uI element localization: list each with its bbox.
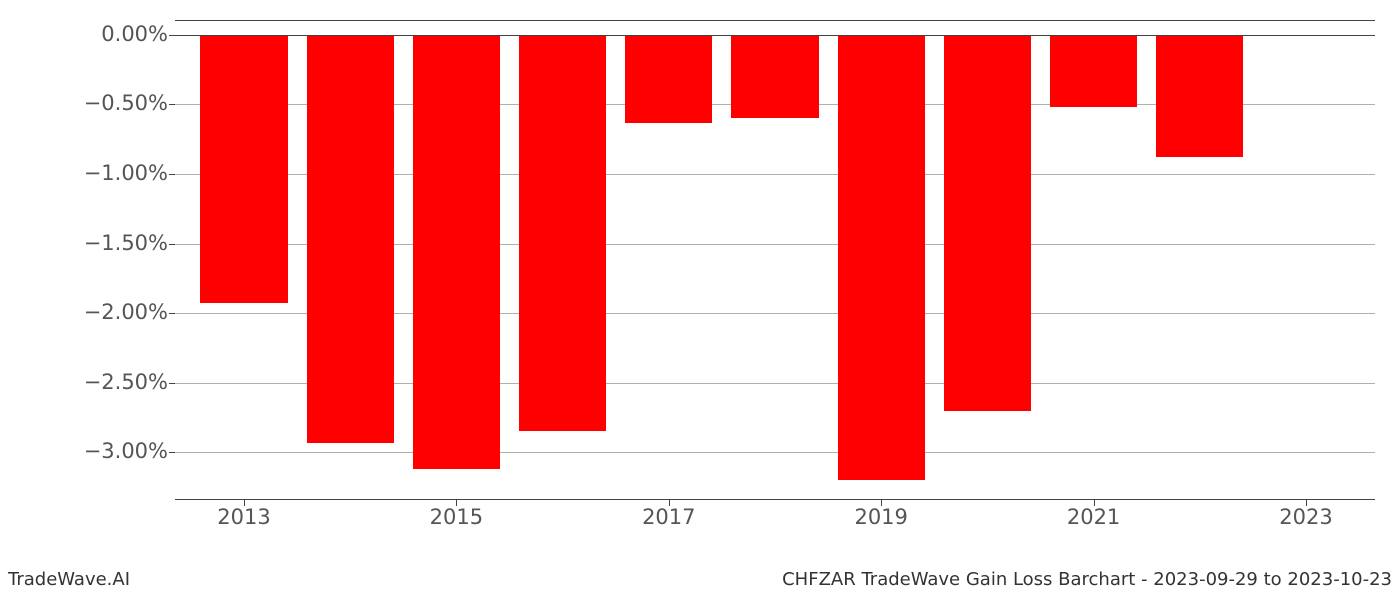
x-tick-mark — [1306, 500, 1307, 506]
bar — [625, 35, 712, 123]
y-tick-label: −1.00% — [8, 161, 168, 185]
x-tick-label: 2021 — [1067, 505, 1120, 529]
y-tick-mark — [169, 313, 175, 314]
y-tick-mark — [169, 174, 175, 175]
bar — [307, 35, 394, 443]
bar — [838, 35, 925, 480]
bar — [519, 35, 606, 432]
bar — [413, 35, 500, 469]
footer-left: TradeWave.AI — [8, 569, 130, 590]
bar — [1050, 35, 1137, 107]
plot-area — [175, 20, 1375, 500]
bar — [944, 35, 1031, 411]
y-tick-label: −2.00% — [8, 300, 168, 324]
gridline — [175, 452, 1375, 453]
x-tick-label: 2019 — [854, 505, 907, 529]
x-tick-mark — [456, 500, 457, 506]
footer-right: CHFZAR TradeWave Gain Loss Barchart - 20… — [782, 569, 1392, 590]
y-tick-mark — [169, 244, 175, 245]
x-tick-mark — [881, 500, 882, 506]
y-tick-label: −3.00% — [8, 439, 168, 463]
y-tick-label: 0.00% — [8, 22, 168, 46]
x-tick-mark — [244, 500, 245, 506]
chart-container — [175, 20, 1375, 540]
x-tick-label: 2017 — [642, 505, 695, 529]
x-tick-label: 2015 — [430, 505, 483, 529]
x-tick-label: 2023 — [1279, 505, 1332, 529]
x-tick-mark — [1094, 500, 1095, 506]
bar — [200, 35, 287, 304]
bar — [1156, 35, 1243, 157]
y-tick-mark — [169, 104, 175, 105]
y-tick-mark — [169, 452, 175, 453]
x-tick-label: 2013 — [217, 505, 270, 529]
x-tick-mark — [669, 500, 670, 506]
y-tick-label: −0.50% — [8, 91, 168, 115]
zero-line — [175, 35, 1375, 36]
bar — [731, 35, 818, 118]
y-tick-label: −1.50% — [8, 231, 168, 255]
y-tick-label: −2.50% — [8, 370, 168, 394]
y-tick-mark — [169, 383, 175, 384]
